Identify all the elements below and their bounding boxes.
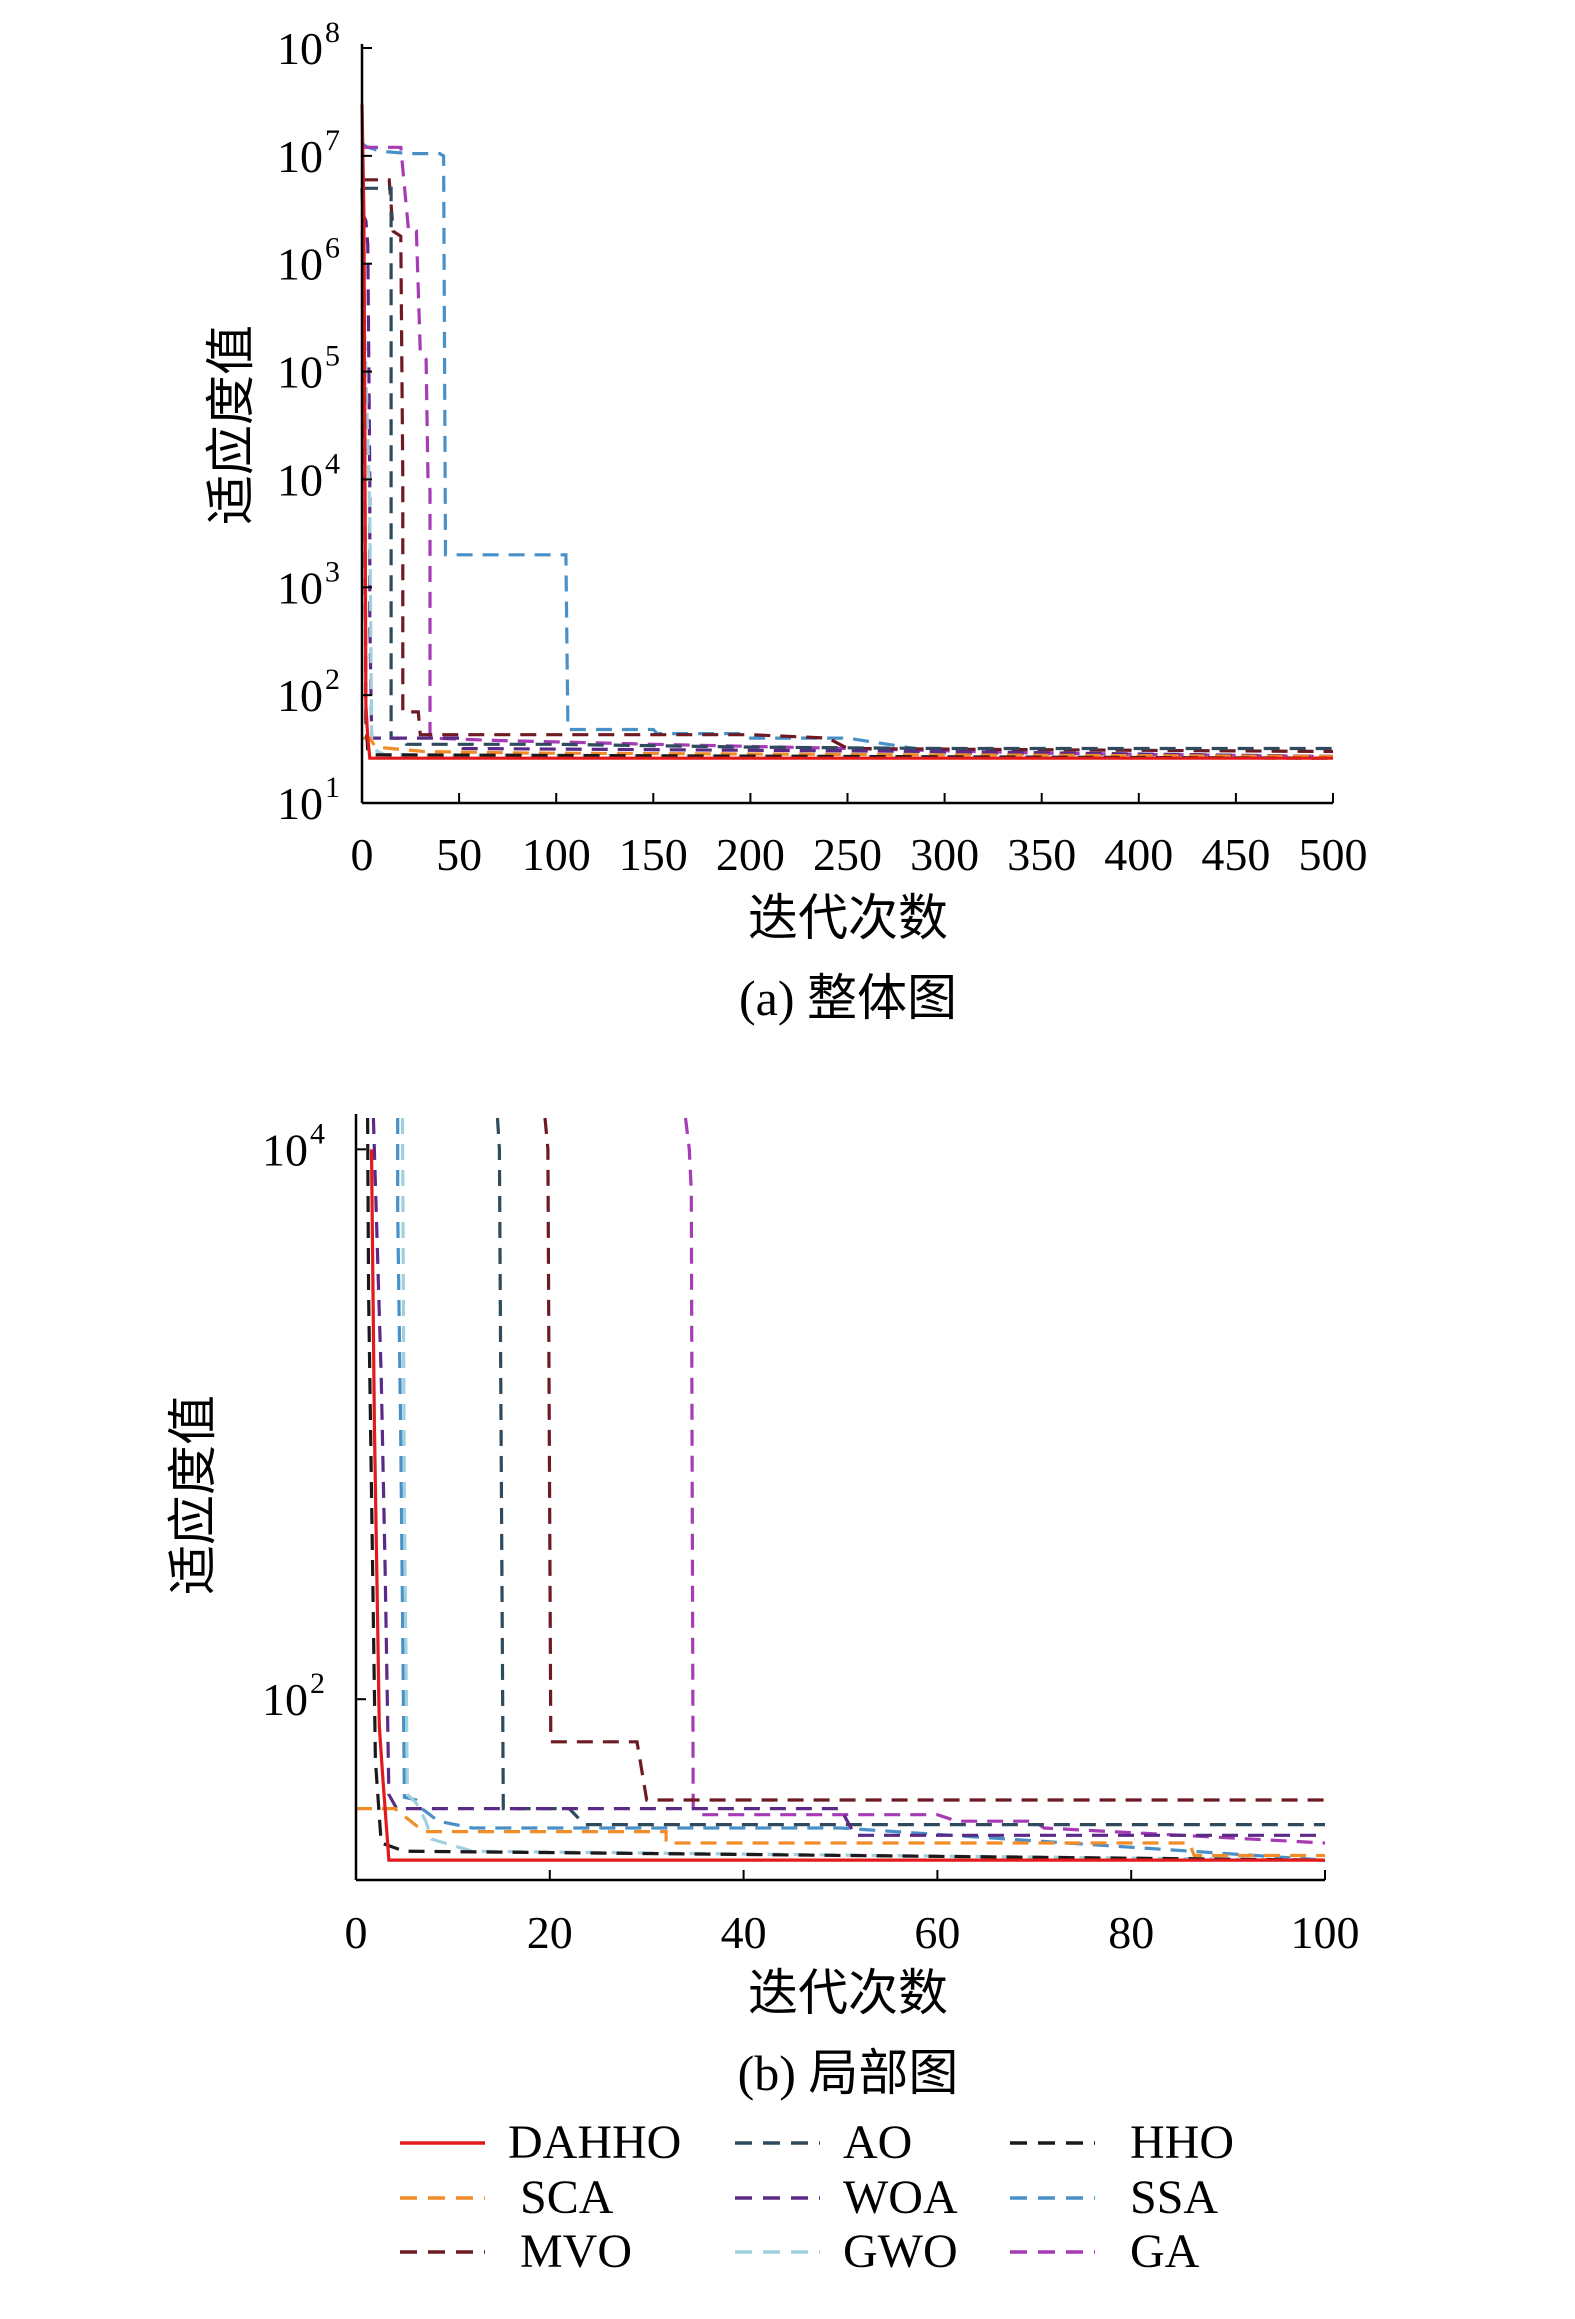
x-tick-label: 350 xyxy=(1007,829,1076,880)
x-tick-label: 100 xyxy=(522,829,591,880)
x-tick-label: 250 xyxy=(813,829,882,880)
chart-b-ylabel: 适应度值 xyxy=(165,1395,221,1595)
chart-a-ylabel: 适应度值 xyxy=(203,325,259,525)
x-tick-label: 150 xyxy=(619,829,688,880)
series-line-gwo xyxy=(400,1117,1326,1862)
series-line-hho xyxy=(366,1117,1326,1862)
x-tick-label: 40 xyxy=(721,1907,767,1958)
y-tick-label: 10 xyxy=(277,23,323,74)
legend-label-mvo: MVO xyxy=(520,2225,632,2278)
x-tick-label: 50 xyxy=(436,829,482,880)
legend-label-dahho: DAHHO xyxy=(508,2116,681,2169)
chart-a-xlabel: 迭代次数 xyxy=(748,890,948,946)
legend-label-sca: SCA xyxy=(520,2171,614,2224)
chart-b-axes xyxy=(354,1114,1325,1882)
y-tick-exponent: 4 xyxy=(310,1117,325,1150)
y-tick-exponent: 5 xyxy=(325,340,340,373)
legend-label-woa: WOA xyxy=(843,2171,958,2224)
legend-label-ssa: SSA xyxy=(1130,2171,1218,2224)
y-tick-exponent: 6 xyxy=(325,232,340,265)
x-tick-label: 0 xyxy=(351,829,374,880)
chart-b-series-layer xyxy=(356,1117,1326,1862)
legend-label-hho: HHO xyxy=(1130,2116,1234,2169)
y-tick-label: 10 xyxy=(262,1124,308,1175)
series-line-mvo xyxy=(543,1117,1325,1802)
x-tick-label: 0 xyxy=(345,1907,368,1958)
x-tick-label: 20 xyxy=(527,1907,573,1958)
legend-label-ga: GA xyxy=(1130,2225,1200,2278)
y-tick-label: 10 xyxy=(277,670,323,721)
series-line-ga xyxy=(362,145,1334,759)
chart-a-series-layer xyxy=(360,104,1334,760)
chart-a-axes xyxy=(360,44,1333,805)
x-tick-label: 200 xyxy=(716,829,785,880)
y-tick-exponent: 2 xyxy=(325,663,340,696)
series-line-ssa xyxy=(361,142,1334,759)
y-tick-label: 10 xyxy=(277,562,323,613)
series-line-ao xyxy=(362,186,1333,751)
y-tick-exponent: 3 xyxy=(325,555,340,588)
y-tick-label: 10 xyxy=(277,239,323,290)
legend-label-ao: AO xyxy=(843,2116,912,2169)
legend-label-gwo: GWO xyxy=(843,2225,958,2278)
series-line-gwo xyxy=(360,231,1334,760)
chart-b-xlabel: 迭代次数 xyxy=(748,1965,948,2021)
series-line-ao xyxy=(495,1117,1325,1827)
y-tick-exponent: 2 xyxy=(310,1667,325,1700)
series-line-sca xyxy=(356,1806,1325,1858)
legend: DAHHO AO HHO SCA WOA SSA MVO GWO GA xyxy=(400,2116,1234,2278)
series-line-mvo xyxy=(362,178,1334,754)
y-tick-label: 10 xyxy=(277,131,323,182)
y-tick-label: 10 xyxy=(277,347,323,398)
chart-a-x-ticks: 0 50 100 150 200 250 300 350 400 450 500 xyxy=(351,793,1368,880)
y-tick-label: 10 xyxy=(277,454,323,505)
x-tick-label: 400 xyxy=(1104,829,1173,880)
y-tick-exponent: 8 xyxy=(325,16,340,49)
series-line-hho xyxy=(360,188,1334,760)
y-tick-label: 10 xyxy=(277,778,323,829)
series-line-woa xyxy=(360,211,1334,759)
chart-b-x-ticks: 0 20 40 60 80 100 xyxy=(345,1870,1360,1958)
y-tick-label: 10 xyxy=(262,1674,308,1725)
y-tick-exponent: 7 xyxy=(325,124,340,157)
series-line-dahho xyxy=(360,104,1333,760)
series-line-woa xyxy=(371,1117,1325,1837)
x-tick-label: 500 xyxy=(1299,829,1368,880)
x-tick-label: 300 xyxy=(910,829,979,880)
x-tick-label: 60 xyxy=(914,1907,960,1958)
y-tick-exponent: 4 xyxy=(325,447,340,480)
y-tick-exponent: 1 xyxy=(325,771,340,804)
x-tick-label: 100 xyxy=(1291,1907,1360,1958)
x-tick-label: 450 xyxy=(1201,829,1270,880)
x-tick-label: 80 xyxy=(1108,1907,1154,1958)
chart-b-caption: (b) 局部图 xyxy=(738,2045,959,2101)
series-line-dahho xyxy=(369,1149,1325,1862)
chart-a-caption: (a) 整体图 xyxy=(739,970,957,1026)
series-line-ga xyxy=(683,1117,1326,1845)
series-line-ssa xyxy=(396,1118,1326,1862)
